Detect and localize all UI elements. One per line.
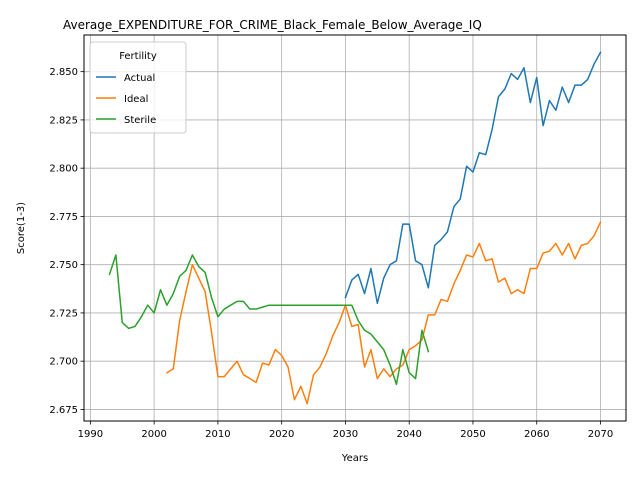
- y-tick-label: 2.725: [49, 308, 78, 319]
- plot-frame: [83, 34, 627, 422]
- y-tick-label: 2.750: [49, 260, 78, 271]
- legend-label-ideal: Ideal: [124, 94, 148, 105]
- legend-box: [89, 41, 187, 134]
- x-tick-label: 2060: [524, 429, 549, 440]
- legend-title: Fertility: [119, 51, 157, 62]
- legend-label-actual: Actual: [124, 73, 155, 84]
- x-tick-label: 2050: [460, 429, 485, 440]
- x-tick-label: 2040: [396, 429, 421, 440]
- series-line-actual: [344, 51, 602, 305]
- x-tick-label: 2000: [141, 429, 166, 440]
- y-tick-label: 2.675: [49, 405, 78, 416]
- x-ticks: 1990 2000 2010 2020 2030 2040 2050 2060 2070: [78, 421, 613, 440]
- y-tick-label: 2.825: [49, 115, 78, 126]
- y-tick-label: 2.775: [49, 212, 78, 223]
- x-tick-label: 2020: [269, 429, 294, 440]
- y-tick-label: 2.850: [49, 67, 78, 78]
- series-line-sterile: [108, 254, 430, 386]
- x-tick-label: 2070: [588, 429, 613, 440]
- x-tick-label: 2030: [333, 429, 358, 440]
- y-ticks: 2.675 2.700 2.725 2.750 2.775 2.800 2.825 2.850: [49, 67, 84, 416]
- chart-title: Average_EXPENDITURE_FOR_CRIME_Black_Fema…: [63, 18, 482, 32]
- x-axis-label: Years: [341, 453, 368, 464]
- y-tick-label: 2.800: [49, 164, 78, 175]
- y-tick-label: 2.700: [49, 357, 78, 368]
- grid: [84, 35, 626, 421]
- series-line-ideal: [165, 221, 602, 405]
- x-tick-label: 2010: [205, 429, 230, 440]
- series-lines: [108, 51, 602, 405]
- legend-label-sterile: Sterile: [124, 115, 156, 126]
- legend: Fertility Actual Ideal Sterile: [89, 41, 187, 134]
- legend-items: Actual Ideal Sterile: [96, 73, 156, 126]
- y-axis-label: Score(1-3): [16, 202, 27, 254]
- x-tick-label: 1990: [78, 429, 103, 440]
